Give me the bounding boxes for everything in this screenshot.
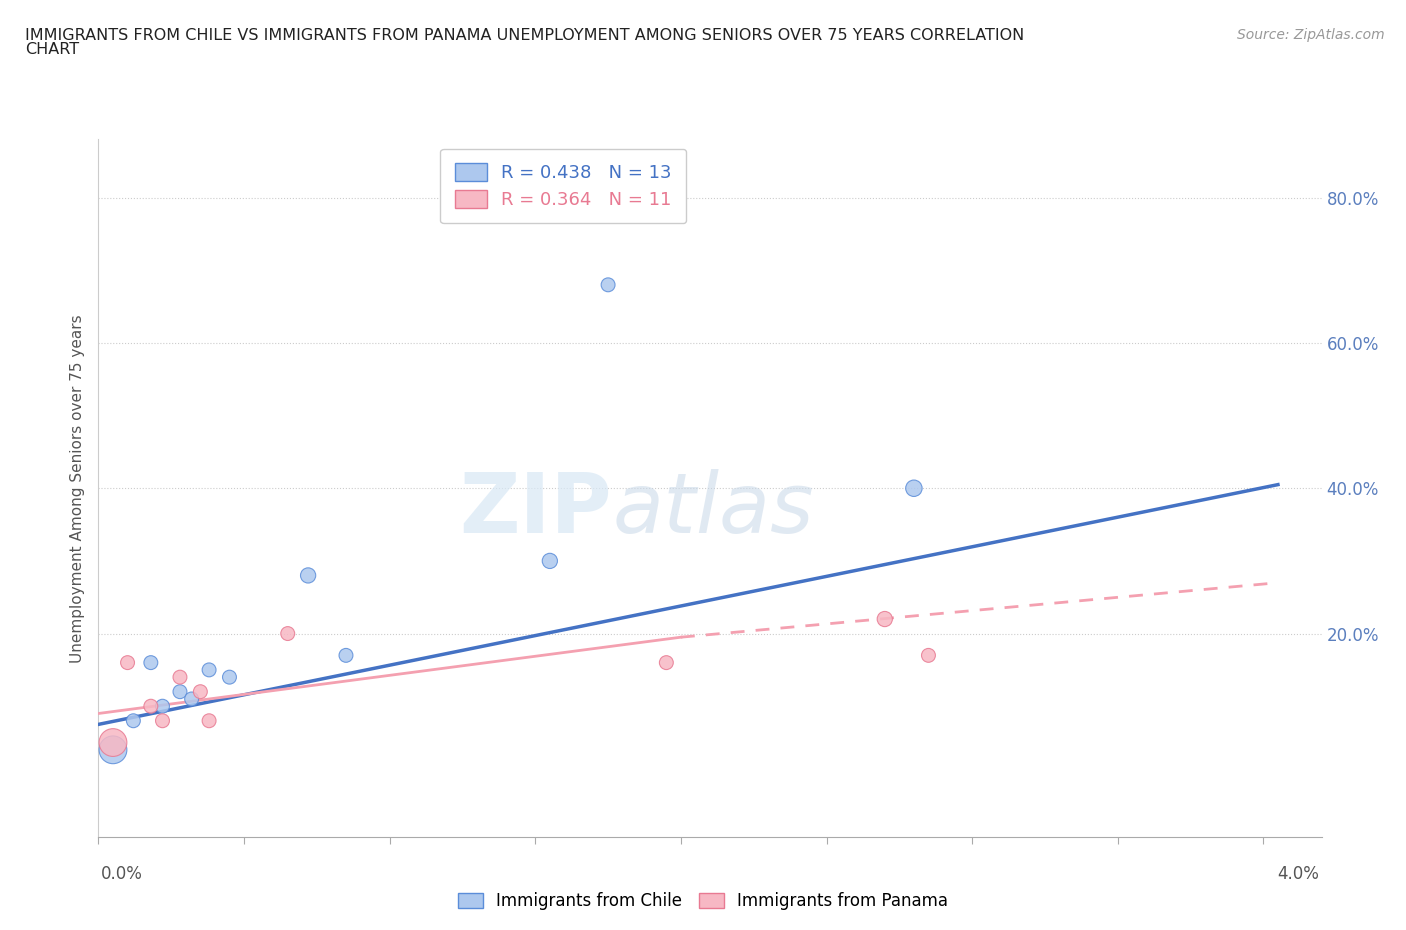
Point (169, 670, 191, 684)
Text: IMMIGRANTS FROM CHILE VS IMMIGRANTS FROM PANAMA UNEMPLOYMENT AMONG SENIORS OVER : IMMIGRANTS FROM CHILE VS IMMIGRANTS FROM… (25, 28, 1025, 43)
Point (903, 481, 925, 496)
Point (117, 655, 139, 670)
Point (277, 626, 299, 641)
Point (101, 735, 124, 750)
Point (335, 648, 357, 663)
Point (122, 713, 145, 728)
Point (188, 684, 211, 699)
Text: 0.0%: 0.0% (101, 865, 143, 883)
Point (297, 568, 319, 583)
Point (198, 713, 221, 728)
Point (198, 662, 221, 677)
Text: ZIP: ZIP (460, 469, 612, 550)
Y-axis label: Unemployment Among Seniors over 75 years: Unemployment Among Seniors over 75 years (69, 314, 84, 662)
Point (917, 648, 939, 663)
Point (218, 670, 240, 684)
Point (596, 277, 619, 292)
Point (152, 698, 174, 713)
Point (139, 698, 162, 713)
Text: Source: ZipAtlas.com: Source: ZipAtlas.com (1237, 28, 1385, 42)
Point (101, 742, 124, 757)
Point (538, 553, 561, 568)
Point (180, 692, 202, 707)
Point (169, 684, 191, 699)
Point (655, 655, 678, 670)
Legend: Immigrants from Chile, Immigrants from Panama: Immigrants from Chile, Immigrants from P… (451, 885, 955, 917)
Point (873, 612, 896, 627)
Text: atlas: atlas (612, 469, 814, 550)
Text: CHART: CHART (25, 42, 79, 57)
Text: 4.0%: 4.0% (1277, 865, 1319, 883)
Point (139, 655, 162, 670)
Legend: R = 0.438   N = 13, R = 0.364   N = 11: R = 0.438 N = 13, R = 0.364 N = 11 (440, 149, 686, 223)
Point (152, 713, 174, 728)
